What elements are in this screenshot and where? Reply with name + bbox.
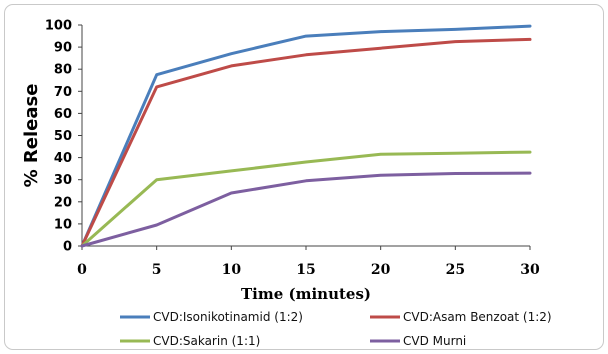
legend-label: CVD Murni (403, 334, 466, 348)
y-tick-label: 0 (63, 240, 72, 255)
x-axis-title: Time (minutes) (241, 285, 371, 303)
series-lines (80, 24, 532, 248)
x-tick-label: 5 (152, 262, 162, 278)
y-tick-label: 90 (54, 41, 72, 56)
legend-label: CVD:Sakarin (1:1) (153, 334, 260, 348)
y-tick-label: 80 (54, 63, 72, 78)
y-tick-label: 10 (54, 217, 72, 232)
y-tick-label: 30 (54, 173, 72, 188)
x-tick-label: 10 (222, 262, 242, 278)
x-tick-label: 30 (520, 262, 540, 278)
y-tick-label: 40 (54, 151, 72, 166)
y-tick-label: 100 (45, 19, 72, 34)
y-axis-ticks: 0 10 20 30 40 50 60 70 80 90 100 (45, 19, 82, 255)
y-tick-label: 20 (54, 195, 72, 210)
legend-label: CVD:Isonikotinamid (1:2) (153, 310, 303, 324)
y-tick-label: 50 (54, 129, 72, 144)
x-tick-label: 25 (446, 262, 465, 278)
legend: CVD:Isonikotinamid (1:2) CVD:Asam Benzoat… (120, 310, 552, 348)
series-line-4 (80, 171, 532, 248)
series-line-1 (80, 24, 532, 248)
y-tick-label: 60 (54, 107, 72, 122)
x-tick-label: 20 (371, 262, 391, 278)
chart-frame (4, 4, 604, 350)
x-axis-ticks: 0 5 10 15 20 25 30 (77, 246, 540, 278)
x-tick-label: 15 (296, 262, 315, 278)
series-line-3 (80, 150, 532, 248)
y-tick-label: 70 (54, 85, 72, 100)
x-tick-label: 0 (77, 262, 87, 278)
series-line-2 (80, 37, 532, 248)
y-axis-title: % Release (21, 84, 42, 188)
legend-label: CVD:Asam Benzoat (1:2) (403, 310, 552, 324)
